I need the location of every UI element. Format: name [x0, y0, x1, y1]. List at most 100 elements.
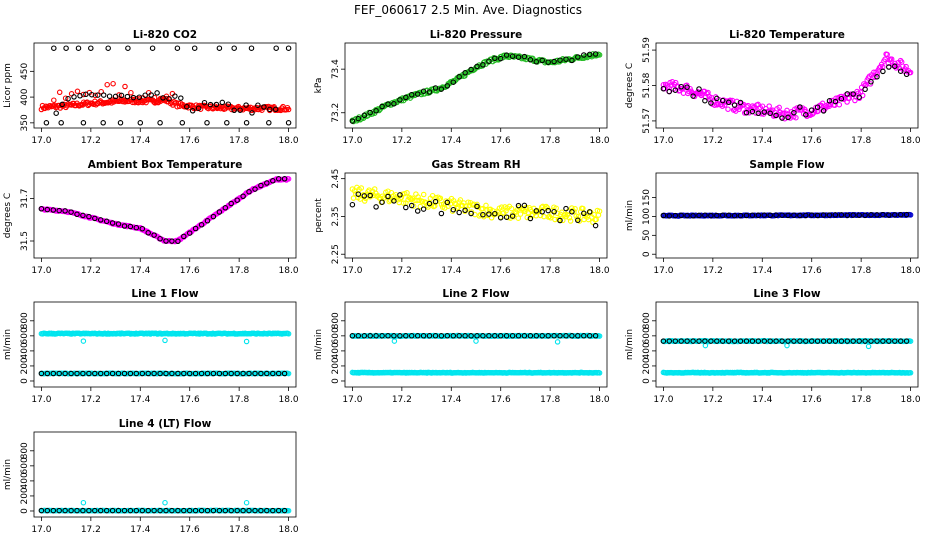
data-point [266, 120, 272, 126]
x-tick-label: 17.0 [31, 525, 51, 535]
data-point [566, 215, 573, 221]
data-point [450, 206, 457, 213]
y-tick-label: 400 [642, 342, 652, 359]
data-point [533, 208, 540, 214]
x-tick-label: 17.0 [653, 136, 673, 146]
data-point [498, 204, 505, 210]
data-point [275, 370, 282, 377]
data-point [580, 205, 586, 212]
data-point [349, 118, 356, 124]
y-tick-label: 73.2 [331, 103, 341, 123]
data-point [569, 57, 575, 64]
data-point [680, 90, 687, 96]
y-tick-label: 800 [20, 312, 30, 329]
x-tick-label: 18.0 [901, 136, 921, 146]
data-point [690, 93, 696, 99]
data-point [892, 63, 898, 70]
data-point [596, 370, 603, 376]
data-point [157, 120, 163, 126]
data-point [803, 112, 809, 118]
data-point [696, 338, 702, 344]
y-tick-label: 100 [642, 208, 652, 225]
x-tick-label: 17.6 [180, 395, 200, 405]
data-point [152, 100, 158, 106]
data-point [366, 187, 372, 193]
data-point [563, 333, 569, 339]
x-tick-label: 17.4 [752, 136, 772, 146]
data-point [68, 370, 74, 377]
data-point [149, 45, 156, 51]
data-point [586, 209, 593, 215]
data-point [373, 204, 379, 210]
data-point [222, 507, 229, 514]
data-point [814, 104, 821, 110]
data-point [157, 235, 163, 242]
data-point [403, 333, 409, 339]
chart-title: Gas Stream RH [431, 159, 520, 171]
data-point [234, 197, 240, 203]
x-tick-label: 18.0 [590, 266, 610, 276]
y-axis-label: ml/min [3, 329, 13, 360]
data-point [426, 333, 433, 339]
data-point [355, 115, 362, 122]
chart-title: Li-820 CO2 [133, 29, 197, 41]
x-tick-label: 17.8 [540, 395, 560, 405]
data-point [115, 370, 122, 377]
data-point [240, 193, 246, 200]
data-point [820, 338, 827, 344]
data-point [379, 199, 385, 205]
chart-panel-pressure: Li-820 Pressure kPa 17.0 17.2 17.4 17.6 17.8 18… [314, 29, 610, 146]
data-point [100, 92, 107, 98]
x-tick-label: 17.2 [392, 266, 412, 276]
data-point [100, 120, 106, 126]
data-point [521, 53, 528, 60]
data-point [92, 92, 99, 99]
x-tick-label: 18.0 [279, 136, 299, 146]
data-point [684, 82, 690, 88]
data-point [204, 370, 211, 377]
data-point [169, 507, 175, 514]
data-point [515, 333, 522, 339]
x-tick-label: 17.8 [540, 136, 560, 146]
data-point [696, 212, 702, 219]
data-point [459, 202, 466, 209]
data-point [832, 98, 839, 105]
data-point [216, 507, 223, 514]
data-point [903, 71, 910, 78]
data-point [248, 45, 255, 51]
data-point [118, 92, 125, 99]
x-tick-label: 17.6 [180, 525, 200, 535]
data-point [367, 192, 373, 199]
data-point [468, 210, 474, 217]
x-tick-label: 17.4 [441, 395, 461, 405]
data-point [808, 338, 815, 344]
data-point [204, 120, 210, 126]
y-tick-label: 51.59 [642, 37, 652, 63]
data-point [224, 120, 230, 126]
data-point [374, 107, 380, 113]
data-point [474, 201, 480, 208]
data-point [444, 83, 451, 89]
data-point [456, 209, 462, 216]
x-tick-label: 17.4 [130, 525, 150, 535]
y-tick-label: 200 [642, 357, 652, 374]
data-point [539, 209, 545, 215]
data-point [527, 333, 534, 339]
data-point [258, 182, 264, 189]
data-point [486, 58, 492, 64]
data-point [68, 209, 74, 215]
data-point [385, 193, 391, 200]
y-tick-label: 0 [642, 251, 652, 257]
plot-frame [33, 301, 297, 388]
data-point [349, 333, 356, 339]
data-point [462, 207, 468, 214]
data-point [797, 212, 803, 219]
x-tick-label: 17.8 [229, 525, 249, 535]
series-black [38, 176, 288, 245]
data-point [272, 106, 279, 113]
y-tick-label: 600 [331, 327, 341, 344]
data-point [714, 338, 720, 344]
data-point [844, 338, 851, 344]
data-point [181, 370, 187, 377]
data-point [563, 205, 569, 212]
